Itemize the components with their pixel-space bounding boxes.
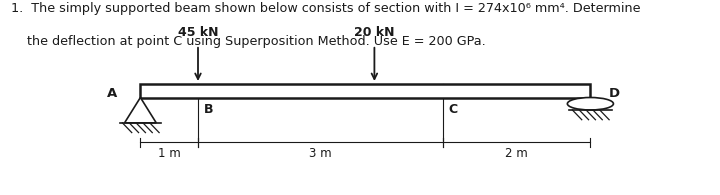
Bar bbox=[140, 84, 590, 98]
Text: B: B bbox=[204, 103, 213, 116]
Polygon shape bbox=[125, 98, 156, 123]
Circle shape bbox=[567, 98, 613, 110]
Text: 20 kN: 20 kN bbox=[354, 26, 395, 39]
Text: 2 m: 2 m bbox=[505, 147, 528, 160]
Text: 1.  The simply supported beam shown below consists of section with I = 274x10⁶ m: 1. The simply supported beam shown below… bbox=[11, 2, 640, 15]
Text: 3 m: 3 m bbox=[309, 147, 332, 160]
Text: A: A bbox=[107, 87, 117, 100]
Text: 1 m: 1 m bbox=[158, 147, 181, 160]
Text: C: C bbox=[449, 103, 458, 116]
Text: the deflection at point C using Superposition Method. Use E = 200 GPa.: the deflection at point C using Superpos… bbox=[11, 35, 485, 48]
Text: 45 kN: 45 kN bbox=[178, 26, 218, 39]
Text: D: D bbox=[608, 87, 619, 100]
